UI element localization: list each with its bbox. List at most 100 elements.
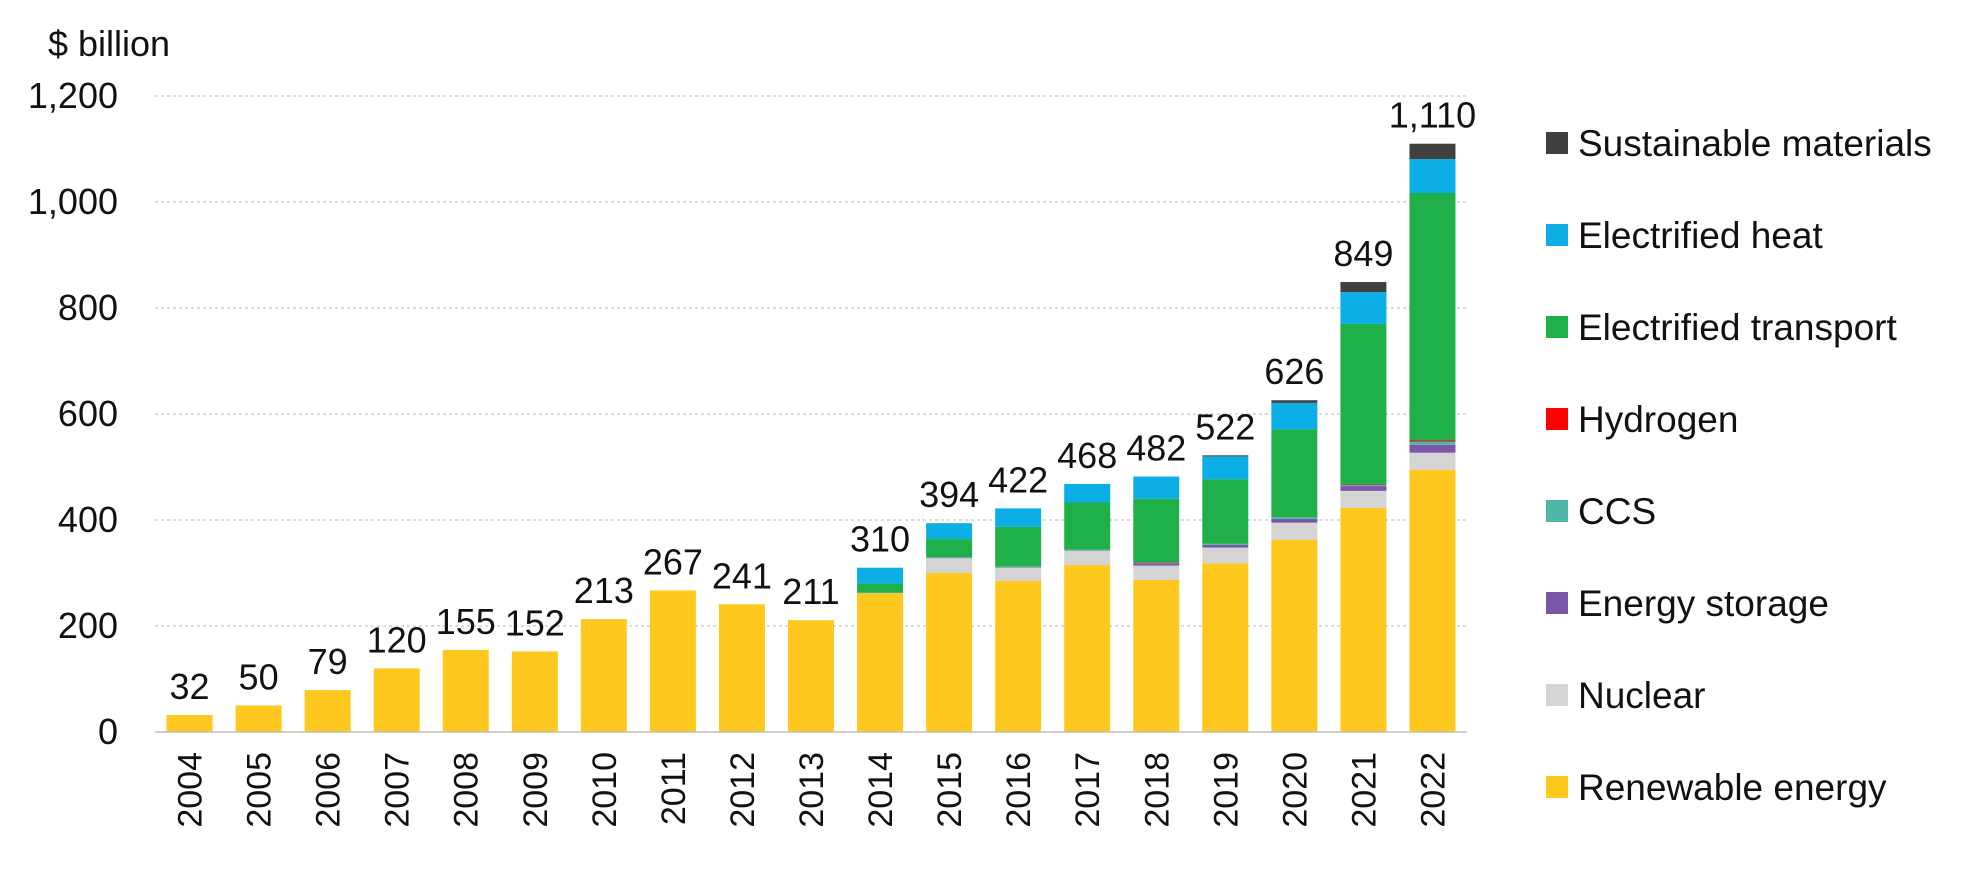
bar-stack-2022 [1409, 143, 1456, 732]
bar-segment-electrified-heat-2014 [857, 567, 904, 584]
bar-segment-ccs-2021 [1340, 484, 1387, 487]
bar-stack-2016 [995, 508, 1042, 732]
y-tick-label-600: 600 [58, 393, 118, 434]
total-label-2020: 626 [1264, 351, 1324, 392]
bar-segment-renewable-energy-2008 [442, 649, 489, 732]
x-tick-label-2004: 2004 [172, 752, 210, 828]
x-tick-label-2019: 2019 [1207, 752, 1245, 828]
bar-segment-electrified-transport-2016 [995, 526, 1042, 567]
bar-segment-nuclear-2016 [995, 567, 1042, 581]
bar-segment-ccs-2015 [926, 557, 973, 558]
bar-segment-renewable-energy-2014 [857, 593, 904, 732]
bar-segment-electrified-heat-2018 [1133, 476, 1180, 499]
x-tick-label-2010: 2010 [586, 752, 624, 828]
x-tick-label-2005: 2005 [241, 752, 279, 828]
total-label-2011: 267 [643, 541, 703, 582]
bar-stack-2018 [1133, 476, 1180, 732]
bar-segment-hydrogen-2018 [1133, 562, 1180, 563]
total-label-2018: 482 [1126, 428, 1186, 469]
bar-segment-electrified-transport-2015 [926, 539, 973, 558]
x-tick-label-2013: 2013 [793, 752, 831, 828]
x-tick-label-2018: 2018 [1138, 752, 1176, 828]
bar-segment-electrified-transport-2014 [857, 583, 904, 593]
bar-segment-energy-storage-2017 [1064, 550, 1111, 551]
bar-segment-hydrogen-2022 [1409, 440, 1456, 442]
bar-segment-renewable-energy-2020 [1271, 539, 1318, 732]
bars [166, 143, 1456, 732]
bar-stack-2011 [649, 590, 696, 732]
total-label-2014: 310 [850, 519, 910, 560]
bar-segment-nuclear-2018 [1133, 565, 1180, 580]
total-label-2017: 468 [1057, 435, 1117, 476]
legend-label-sustainable-materials: Sustainable materials [1578, 123, 1932, 164]
bar-segment-ccs-2014 [857, 592, 904, 594]
bar-stack-2009 [511, 651, 558, 732]
legend-label-energy-storage: Energy storage [1578, 583, 1829, 624]
bar-stack-2004 [166, 715, 213, 732]
bar-segment-energy-storage-2019 [1202, 544, 1249, 548]
bar-segment-renewable-energy-2018 [1133, 579, 1180, 732]
x-tick-label-2011: 2011 [655, 752, 693, 825]
bar-stack-2010 [580, 619, 627, 732]
x-tick-label-2021: 2021 [1345, 752, 1383, 828]
legend-swatch-electrified-heat [1546, 224, 1568, 246]
bar-segment-renewable-energy-2010 [580, 619, 627, 732]
bar-stack-2020 [1271, 400, 1318, 732]
x-tick-labels: 2004 2005 2006 2007 2008 2009 2010 2011 2012 2013… [172, 752, 1453, 828]
bar-segment-renewable-energy-2019 [1202, 563, 1249, 732]
bar-segment-energy-storage-2021 [1340, 486, 1387, 491]
bar-segment-electrified-transport-2020 [1271, 429, 1318, 518]
bar-segment-electrified-heat-2017 [1064, 483, 1111, 503]
total-label-2016: 422 [988, 459, 1048, 500]
bar-segment-sustainable-materials-2020 [1271, 400, 1318, 403]
legend-swatch-renewable-energy [1546, 776, 1568, 798]
total-label-2019: 522 [1195, 406, 1255, 447]
bar-segment-renewable-energy-2013 [788, 620, 834, 732]
bar-segment-electrified-transport-2019 [1202, 479, 1249, 544]
x-tick-label-2015: 2015 [931, 752, 969, 828]
total-label-2022: 1,110 [1389, 95, 1476, 136]
total-label-2007: 120 [367, 619, 427, 660]
x-tick-label-2006: 2006 [310, 752, 348, 828]
x-tick-label-2020: 2020 [1276, 752, 1314, 828]
y-tick-label-800: 800 [58, 287, 118, 328]
x-tick-label-2014: 2014 [862, 752, 900, 828]
total-label-2008: 155 [436, 601, 496, 642]
x-tick-label-2022: 2022 [1414, 752, 1452, 828]
bar-segment-electrified-heat-2015 [926, 523, 973, 540]
bar-segment-ccs-2017 [1064, 549, 1111, 551]
bar-segment-ccs-2016 [995, 566, 1042, 568]
total-label-2012: 241 [712, 555, 772, 596]
bar-segment-ccs-2018 [1133, 562, 1180, 564]
bar-segment-renewable-energy-2011 [649, 590, 696, 732]
bar-segment-electrified-heat-2019 [1202, 456, 1249, 480]
y-tick-label-200: 200 [58, 605, 118, 646]
total-label-2013: 211 [782, 571, 839, 612]
bar-segment-nuclear-2019 [1202, 547, 1249, 564]
bar-segment-sustainable-materials-2021 [1340, 282, 1387, 293]
x-tick-label-2009: 2009 [517, 752, 555, 828]
bar-segment-renewable-energy-2017 [1064, 565, 1111, 732]
bar-segment-energy-storage-2020 [1271, 518, 1318, 523]
bar-stack-2008 [442, 649, 489, 732]
legend-label-ccs: CCS [1578, 491, 1656, 532]
bar-segment-nuclear-2020 [1271, 522, 1318, 540]
x-tick-label-2016: 2016 [1000, 752, 1038, 828]
bar-segment-ccs-2019 [1202, 543, 1249, 545]
y-tick-label-1000: 1,000 [28, 181, 118, 222]
bar-segment-renewable-energy-2022 [1409, 469, 1456, 732]
legend-swatch-nuclear [1546, 684, 1568, 706]
bar-stack-2015 [926, 523, 973, 732]
legend-swatch-electrified-transport [1546, 316, 1568, 338]
bar-segment-sustainable-materials-2019 [1202, 455, 1249, 457]
bar-stack-2019 [1202, 455, 1249, 732]
y-axis-unit-label: $ billion [48, 23, 170, 64]
bar-segment-renewable-energy-2007 [373, 668, 420, 732]
bar-segment-nuclear-2021 [1340, 490, 1387, 508]
bar-segment-electrified-heat-2021 [1340, 292, 1387, 324]
x-tick-label-2008: 2008 [448, 752, 486, 828]
bar-stack-2014 [857, 567, 904, 732]
legend-label-nuclear: Nuclear [1578, 675, 1706, 716]
